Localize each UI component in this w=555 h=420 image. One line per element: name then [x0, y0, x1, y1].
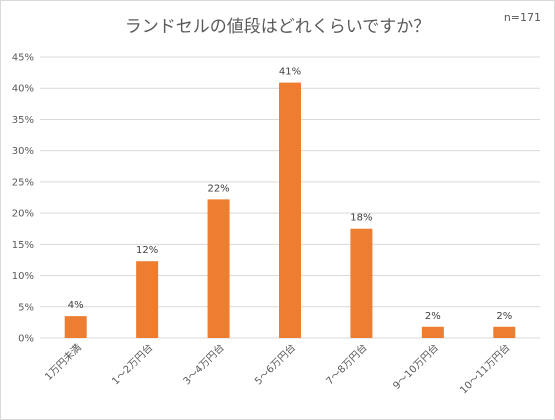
chart-title: ランドセルの値段はどれくらいですか？ — [124, 17, 431, 37]
data-label: 2% — [496, 311, 512, 322]
data-label: 41% — [279, 67, 301, 78]
data-label: 4% — [68, 300, 84, 311]
y-axis-ticks: 0% 5% 10% 15% 20% 25% 30% 35% 40% 45% — [12, 53, 34, 345]
data-label: 12% — [136, 245, 158, 256]
y-tick-label: 0% — [18, 334, 34, 345]
bar — [279, 82, 301, 338]
y-tick-label: 30% — [12, 146, 34, 157]
y-tick-label: 45% — [12, 53, 34, 64]
category-label: 10～11万円台 — [457, 341, 512, 396]
y-tick-label: 15% — [12, 240, 34, 251]
y-tick-label: 5% — [18, 302, 34, 313]
y-tick-label: 35% — [12, 115, 34, 126]
y-tick-label: 25% — [12, 177, 34, 188]
data-labels: 4% 12% 22% 41% 18% 2% 2% — [68, 67, 512, 322]
bar — [493, 326, 516, 338]
y-tick-label: 10% — [12, 271, 34, 282]
data-label: 18% — [350, 213, 372, 224]
data-label: 22% — [207, 183, 229, 194]
category-label: 7～8万円台 — [323, 341, 369, 387]
category-label: 1～2万円台 — [109, 341, 155, 387]
y-tick-label: 20% — [12, 209, 34, 220]
category-label: 3～4万円台 — [180, 341, 226, 387]
bar — [136, 261, 159, 338]
bar — [421, 326, 444, 338]
data-label: 2% — [425, 311, 441, 322]
category-label: 5～6万円台 — [252, 341, 298, 387]
bar — [350, 228, 373, 338]
x-axis-categories: 1万円未満 1～2万円台 3～4万円台 5～6万円台 7～8万円台 9～10万円台 10～1… — [43, 341, 513, 396]
bar — [64, 316, 87, 338]
y-tick-label: 40% — [12, 84, 34, 95]
sample-size-note: n=171 — [503, 11, 541, 24]
category-label: 1万円未満 — [43, 342, 84, 383]
bar — [207, 199, 230, 338]
bars — [64, 82, 516, 338]
category-label: 9～10万円台 — [390, 341, 441, 392]
